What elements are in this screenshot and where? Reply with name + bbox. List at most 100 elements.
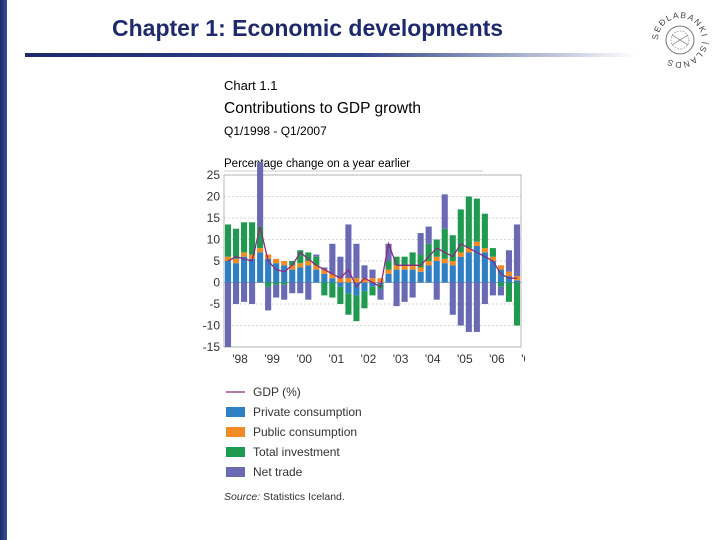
bar-net-trade bbox=[393, 282, 400, 307]
gdp-contributions-chart: Chart 1.1 Contributions to GDP growth Q1… bbox=[203, 78, 525, 503]
bar-net-trade bbox=[513, 224, 521, 277]
legend-label-gdp: GDP (%) bbox=[253, 385, 301, 399]
bar-private bbox=[369, 282, 376, 287]
bar-public bbox=[497, 265, 504, 270]
bar-investment bbox=[425, 243, 432, 261]
slide-title: Chapter 1: Economic developments bbox=[112, 15, 504, 41]
bar-private bbox=[425, 265, 432, 283]
legend-swatch-investment bbox=[226, 447, 245, 457]
legend-label-public: Public consumption bbox=[253, 425, 357, 439]
bars bbox=[224, 162, 521, 347]
gridlines bbox=[223, 174, 522, 348]
bar-public bbox=[321, 269, 328, 274]
bar-net-trade bbox=[481, 282, 488, 304]
bar-net-trade bbox=[465, 282, 472, 332]
bar-public bbox=[241, 252, 248, 257]
bar-public bbox=[224, 256, 232, 261]
x-tick-label: '99 bbox=[264, 352, 280, 366]
bar-net-trade bbox=[265, 286, 272, 311]
bar-net-trade bbox=[505, 250, 513, 272]
bar-net-trade bbox=[337, 256, 344, 279]
bar-investment bbox=[417, 254, 424, 268]
legend: GDP (%) Private consumption Public consump… bbox=[226, 385, 362, 479]
bar-net-trade bbox=[321, 267, 328, 270]
bar-investment bbox=[289, 261, 296, 266]
bar-investment bbox=[313, 256, 320, 266]
bar-public bbox=[409, 265, 416, 270]
bar-private bbox=[337, 282, 344, 287]
bar-public bbox=[473, 241, 480, 246]
bar-private bbox=[321, 273, 328, 283]
x-tick-label: '05 bbox=[457, 352, 473, 366]
bar-private bbox=[313, 269, 320, 283]
bar-net-trade bbox=[425, 226, 432, 244]
bar-investment bbox=[473, 198, 480, 242]
title-underline bbox=[25, 53, 637, 57]
bar-public bbox=[401, 265, 408, 270]
bar-private bbox=[273, 263, 280, 283]
bar-investment bbox=[361, 291, 368, 309]
bar-investment bbox=[353, 295, 360, 322]
bar-public bbox=[433, 256, 440, 261]
bar-net-trade bbox=[385, 243, 392, 261]
bar-investment bbox=[513, 282, 521, 326]
bar-private bbox=[489, 261, 496, 283]
bar-investment bbox=[337, 286, 344, 304]
bar-investment bbox=[497, 282, 504, 287]
x-tick-labels: '98 '99 '00 '01 '02 '03 '04 '05 '06 '07 bbox=[232, 352, 525, 366]
legend-label-net-trade: Net trade bbox=[253, 465, 303, 479]
bar-investment bbox=[449, 235, 456, 261]
bar-private bbox=[433, 261, 440, 283]
bar-public bbox=[281, 261, 288, 266]
chart-number: Chart 1.1 bbox=[224, 78, 277, 93]
bar-public bbox=[305, 261, 312, 266]
bar-public bbox=[249, 254, 256, 259]
gdp-line bbox=[227, 226, 517, 288]
bar-public bbox=[457, 252, 464, 257]
bar-public bbox=[393, 265, 400, 270]
bar-public bbox=[232, 258, 240, 264]
y-tick-label: -15 bbox=[203, 340, 221, 354]
bar-net-trade bbox=[361, 265, 368, 279]
bar-investment bbox=[305, 252, 312, 261]
bar-investment bbox=[465, 196, 472, 249]
y-axis-label: Percentage change on a year earlier bbox=[224, 158, 410, 170]
bar-net-trade bbox=[353, 243, 360, 279]
bar-investment bbox=[249, 222, 256, 255]
bar-investment bbox=[265, 282, 272, 287]
bar-private bbox=[401, 269, 408, 283]
x-tick-label: '06 bbox=[489, 352, 505, 366]
bar-net-trade bbox=[417, 233, 424, 255]
bar-public bbox=[481, 248, 488, 253]
bar-private bbox=[465, 252, 472, 283]
bar-private bbox=[224, 261, 232, 283]
bar-public bbox=[377, 278, 384, 283]
bar-net-trade bbox=[441, 194, 448, 229]
y-tick-label: 0 bbox=[213, 276, 220, 290]
bar-net-trade bbox=[409, 282, 416, 298]
bar-private bbox=[473, 245, 480, 283]
seal-mark-b bbox=[671, 34, 689, 46]
bar-private bbox=[497, 269, 504, 283]
bar-net-trade bbox=[289, 282, 296, 294]
bar-private bbox=[505, 276, 513, 283]
bar-public bbox=[441, 258, 448, 264]
bar-net-trade bbox=[401, 282, 408, 302]
bar-private bbox=[361, 282, 368, 292]
bar-investment bbox=[329, 282, 336, 298]
bar-investment bbox=[489, 248, 496, 257]
bar-net-trade bbox=[305, 282, 312, 300]
bar-private bbox=[393, 269, 400, 283]
bar-net-trade bbox=[297, 282, 304, 294]
seal-core bbox=[670, 30, 690, 50]
bar-public bbox=[417, 267, 424, 272]
legend-swatch-net-trade bbox=[226, 467, 245, 477]
bar-net-trade bbox=[457, 282, 464, 326]
bar-net-trade bbox=[433, 282, 440, 300]
bar-public bbox=[313, 265, 320, 270]
bar-private bbox=[481, 252, 488, 283]
bar-net-trade bbox=[377, 288, 384, 300]
bar-investment bbox=[393, 256, 400, 266]
gdp-line-group bbox=[227, 226, 517, 288]
bar-private bbox=[265, 258, 272, 283]
